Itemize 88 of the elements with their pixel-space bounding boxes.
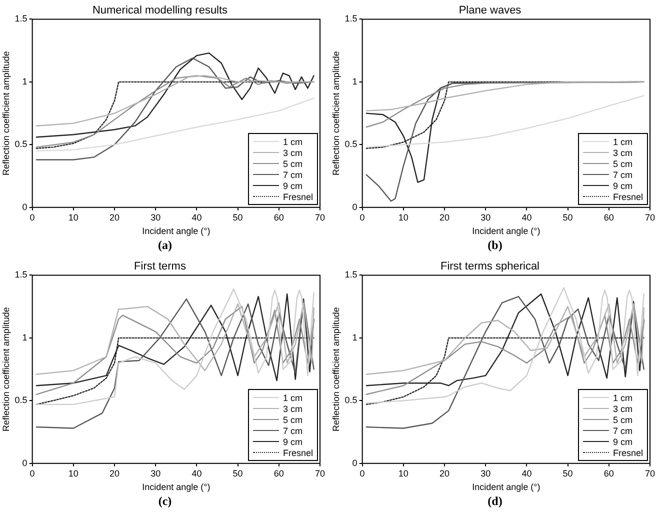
legend-label: 1 cm: [612, 136, 632, 147]
x-tick-label: 30: [150, 468, 161, 478]
x-tick-label: 40: [192, 468, 202, 478]
x-tick-label: 10: [398, 212, 408, 222]
x-tick-label: 10: [68, 468, 78, 478]
x-tick-label: 30: [480, 468, 491, 478]
legend-label: 1 cm: [282, 136, 302, 147]
legend-label: 3 cm: [612, 148, 632, 158]
x-tick-label: 40: [192, 212, 202, 222]
x-tick-label: 70: [314, 212, 326, 222]
y-tick-label: 1.5: [14, 270, 28, 280]
legend-label: 5 cm: [612, 414, 632, 425]
x-tick-label: 50: [562, 212, 573, 222]
legend-label: Fresnel: [612, 448, 643, 458]
y-tick-label: 0.5: [14, 139, 28, 150]
legend-label: 1 cm: [282, 392, 302, 403]
text: (a): [157, 238, 173, 253]
x-tick-label: 0: [30, 468, 35, 478]
y-tick-label: 0.5: [344, 139, 358, 150]
x-tick-label: 0: [360, 468, 365, 478]
legend-label: 3 cm: [282, 404, 302, 414]
x-tick-label: 50: [562, 468, 573, 478]
y-tick-label: 0.5: [344, 395, 358, 406]
y-axis-title: Reflection coefficient amplitude: [330, 307, 341, 432]
x-axis-title: Incident angle (°): [472, 226, 540, 236]
x-tick-label: 30: [480, 212, 491, 222]
chart-title: Plane waves: [458, 4, 522, 17]
text: (b): [486, 238, 504, 253]
x-tick-label: 60: [604, 468, 614, 478]
y-tick-label: 1.5: [14, 14, 28, 24]
y-tick-label: 1.5: [344, 14, 358, 24]
x-tick-label: 60: [604, 212, 614, 222]
legend-label: 7 cm: [612, 426, 632, 436]
x-tick-label: 50: [232, 212, 243, 222]
y-axis-title: Reflection coefficient amplitude: [0, 307, 11, 432]
y-axis-title: Reflection coefficient amplitude: [330, 51, 341, 176]
x-tick-label: 20: [110, 212, 120, 222]
x-tick-label: 70: [644, 212, 656, 222]
x-axis-title: Incident angle (°): [142, 226, 210, 236]
chart-title: First terms spherical: [440, 260, 540, 273]
legend-label: 9 cm: [282, 180, 302, 191]
y-tick-label: 0: [352, 202, 358, 212]
legend-label: 7 cm: [282, 170, 302, 180]
legend-label: 7 cm: [282, 426, 302, 436]
y-tick-label: 1: [352, 76, 358, 86]
x-tick-label: 60: [274, 468, 284, 478]
y-axis-title: Reflection coefficient amplitude: [0, 51, 11, 176]
legend-label: 3 cm: [612, 404, 632, 414]
legend-label: 5 cm: [612, 158, 632, 169]
x-tick-label: 70: [644, 468, 656, 478]
y-tick-label: 1: [22, 76, 28, 86]
x-axis-title: Incident angle (°): [472, 482, 540, 492]
x-tick-label: 20: [110, 468, 120, 478]
text: (d): [486, 494, 504, 509]
x-tick-label: 40: [522, 468, 532, 478]
legend-label: 9 cm: [612, 180, 632, 191]
x-tick-label: 10: [68, 212, 78, 222]
legend-label: 5 cm: [282, 414, 302, 425]
legend-label: Fresnel: [282, 192, 313, 202]
x-tick-label: 0: [30, 212, 35, 222]
y-tick-label: 0: [22, 458, 28, 468]
legend-label: 7 cm: [612, 170, 632, 180]
y-tick-label: 1.5: [344, 270, 358, 280]
x-axis-title: Incident angle (°): [142, 482, 210, 492]
legend-label: 3 cm: [282, 148, 302, 158]
chart-title: First terms: [134, 260, 186, 273]
x-tick-label: 70: [314, 468, 326, 478]
legend-label: 1 cm: [612, 392, 632, 403]
y-tick-label: 1: [22, 332, 28, 342]
x-tick-label: 20: [440, 468, 450, 478]
y-tick-label: 1: [352, 332, 358, 342]
x-tick-label: 20: [440, 212, 450, 222]
y-tick-label: 0: [22, 202, 28, 212]
x-tick-label: 30: [150, 212, 161, 222]
legend-label: Fresnel: [612, 192, 643, 202]
x-tick-label: 50: [232, 468, 243, 478]
text: (c): [157, 494, 173, 509]
x-tick-label: 0: [360, 212, 365, 222]
y-tick-label: 0: [352, 458, 358, 468]
chart-title: Numerical modelling results: [92, 4, 228, 17]
x-tick-label: 40: [522, 212, 532, 222]
legend-label: 9 cm: [282, 436, 302, 447]
legend-label: Fresnel: [282, 448, 313, 458]
x-tick-label: 10: [398, 468, 408, 478]
y-tick-label: 0.5: [14, 395, 28, 406]
x-tick-label: 60: [274, 212, 284, 222]
legend-label: 5 cm: [282, 158, 302, 169]
legend-label: 9 cm: [612, 436, 632, 447]
